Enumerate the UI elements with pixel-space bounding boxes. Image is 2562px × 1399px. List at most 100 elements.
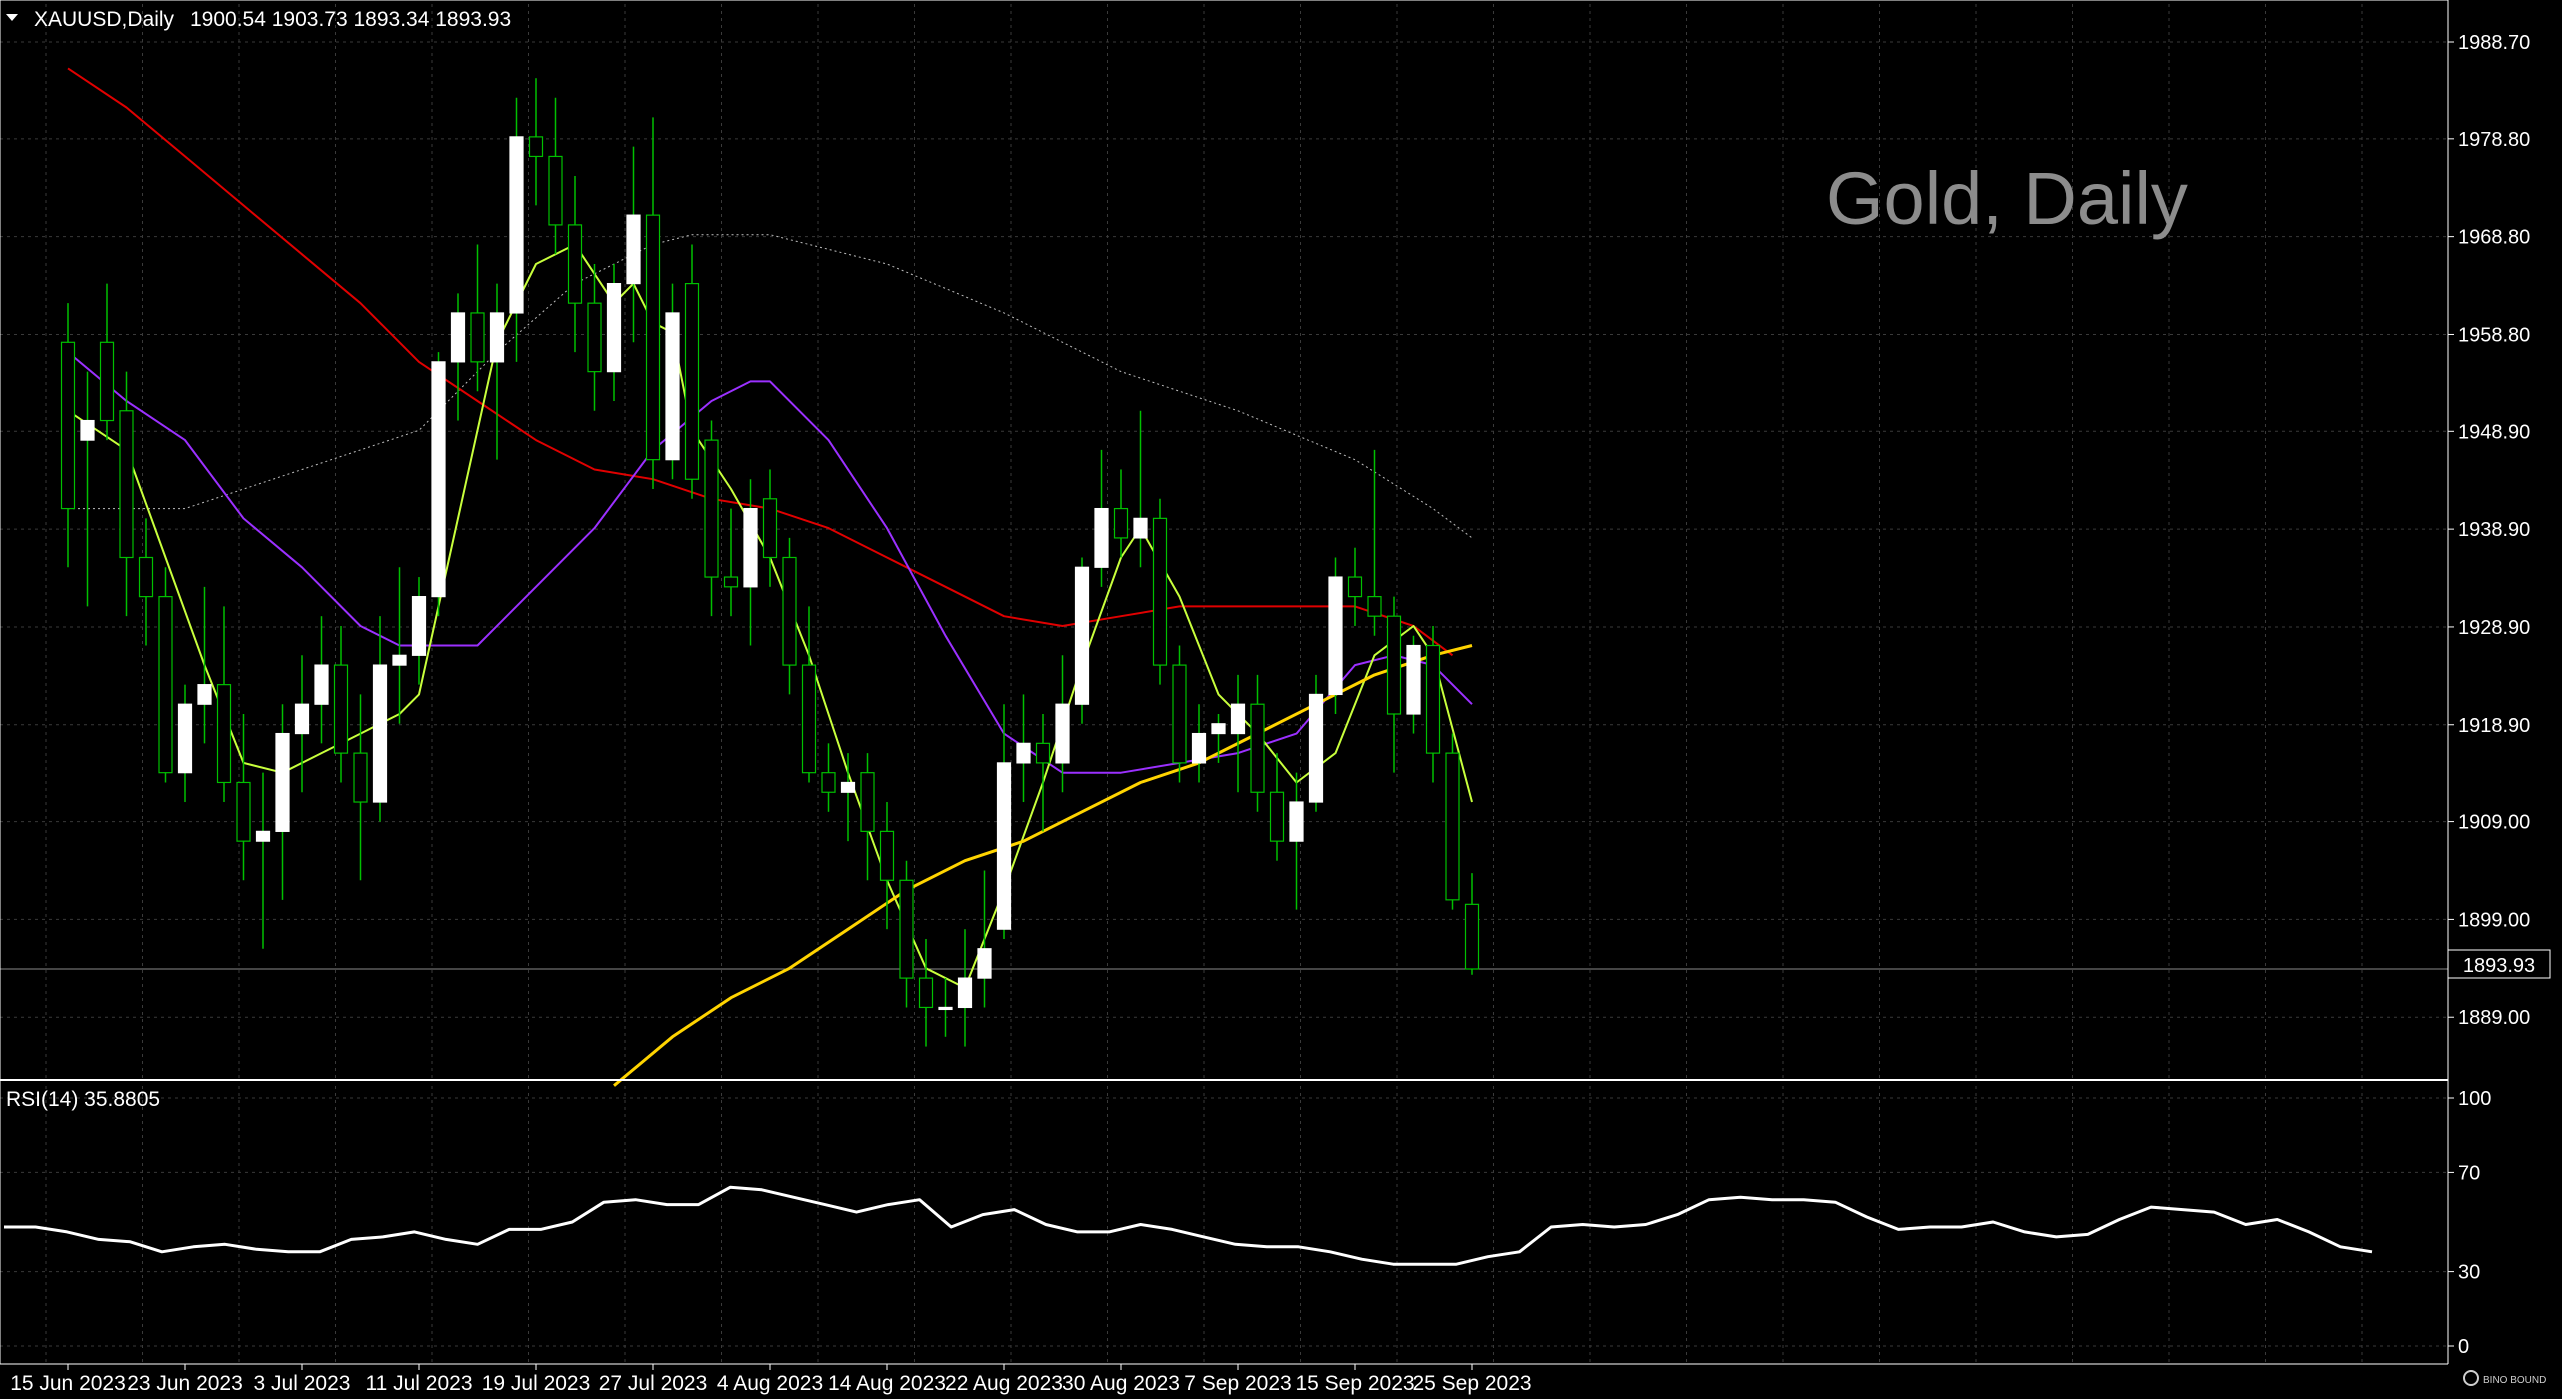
- symbol-dropdown-icon[interactable]: [6, 14, 18, 21]
- symbol-label[interactable]: XAUUSD,Daily: [34, 8, 175, 31]
- candle: [860, 753, 875, 881]
- time-tick-label: 7 Sep 2023: [1184, 1372, 1291, 1395]
- time-tick-label: 25 Sep 2023: [1412, 1372, 1531, 1395]
- candle: [1133, 410, 1148, 568]
- price-tick-label: 1928.90: [2458, 617, 2530, 639]
- candle: [294, 655, 310, 793]
- candle: [138, 518, 154, 646]
- candle: [938, 978, 953, 1037]
- candle-body: [431, 361, 446, 598]
- candle-body: [821, 772, 836, 793]
- candle: [743, 479, 758, 646]
- candle: [1347, 547, 1363, 626]
- candle: [684, 244, 700, 499]
- candle-body: [1211, 723, 1226, 735]
- candle-body: [294, 703, 310, 735]
- candle: [840, 753, 856, 842]
- candle: [996, 704, 1012, 939]
- time-tick-label: 4 Aug 2023: [717, 1372, 823, 1395]
- candle: [762, 469, 778, 587]
- candle: [450, 293, 466, 421]
- candle-body: [782, 556, 797, 666]
- candle-body: [489, 312, 505, 363]
- moving-average-line: [67, 351, 1473, 774]
- candle-body: [762, 498, 778, 559]
- candle: [1289, 772, 1304, 910]
- candle-body: [314, 664, 329, 705]
- candle-body: [1230, 703, 1246, 735]
- candle: [1152, 498, 1168, 685]
- broker-logo: BINO BOUND: [2463, 1370, 2546, 1386]
- time-tick-label: 15 Jun 2023: [10, 1372, 126, 1395]
- candle: [177, 684, 193, 803]
- candle: [977, 870, 992, 1008]
- candle-body: [333, 664, 349, 754]
- candle: [216, 606, 232, 803]
- price-tick-label: 1938.90: [2458, 519, 2530, 541]
- time-tick-label: 15 Sep 2023: [1295, 1372, 1414, 1395]
- current-price-label: 1893.93: [2463, 955, 2535, 977]
- rsi-label: RSI(14) 35.8805: [6, 1088, 160, 1111]
- rsi-tick-label: 100: [2458, 1088, 2491, 1110]
- candle-body: [1172, 664, 1187, 764]
- rsi-tick-label: 70: [2458, 1162, 2480, 1184]
- candle-body: [80, 419, 95, 441]
- candle: [431, 352, 446, 617]
- candle-body: [977, 948, 992, 979]
- candle: [1425, 625, 1441, 783]
- candle: [704, 420, 719, 617]
- candle: [60, 303, 76, 568]
- candle: [119, 371, 134, 617]
- price-tick-label: 1918.90: [2458, 715, 2530, 737]
- candle-body: [1250, 703, 1265, 793]
- rsi-indicator: [4, 1185, 2373, 1266]
- candle: [1308, 674, 1324, 812]
- candle: [801, 606, 817, 783]
- candle: [372, 616, 388, 822]
- price-tick-label: 1988.70: [2458, 32, 2530, 54]
- candle: [1269, 753, 1285, 861]
- candle-body: [548, 155, 563, 226]
- candle-body: [1191, 732, 1207, 764]
- candle: [957, 929, 973, 1047]
- time-tick-label: 23 Jun 2023: [127, 1372, 243, 1395]
- candle-body: [1386, 615, 1402, 715]
- candle-body: [255, 830, 271, 842]
- candle-body: [1152, 517, 1168, 666]
- candle-body: [1269, 791, 1285, 842]
- time-tick-label: 11 Jul 2023: [365, 1372, 472, 1395]
- candle: [567, 176, 583, 353]
- time-tick-label: 19 Jul 2023: [482, 1372, 591, 1395]
- candle-body: [275, 732, 290, 832]
- candle-body: [392, 654, 407, 666]
- candle-body: [353, 752, 368, 803]
- candle: [1445, 733, 1460, 910]
- candle-body: [840, 781, 856, 793]
- candle-body: [743, 507, 758, 588]
- candle-body: [1347, 576, 1363, 598]
- candle: [489, 283, 505, 460]
- candle: [821, 743, 836, 812]
- candle: [626, 146, 641, 343]
- candle-body: [509, 136, 524, 314]
- candle-body: [1035, 742, 1051, 764]
- price-tick-label: 1958.80: [2458, 324, 2530, 346]
- rsi-tick-label: 0: [2458, 1336, 2469, 1358]
- candle-body: [236, 781, 251, 842]
- candle-body: [996, 762, 1012, 930]
- price-tick-label: 1899.00: [2458, 909, 2530, 931]
- candle-body: [938, 1006, 953, 1011]
- candle-body: [587, 302, 602, 373]
- candle-body: [665, 312, 680, 461]
- candle-body: [119, 410, 134, 559]
- current-price-box: [2447, 949, 2551, 979]
- candle: [548, 97, 563, 255]
- candle-body: [957, 977, 973, 1009]
- candle-body: [1367, 596, 1382, 617]
- time-tick-label: 22 Aug 2023: [945, 1372, 1063, 1395]
- candle: [606, 264, 622, 401]
- candle-body: [470, 312, 485, 363]
- candles: [60, 78, 1480, 1047]
- candle: [528, 78, 544, 206]
